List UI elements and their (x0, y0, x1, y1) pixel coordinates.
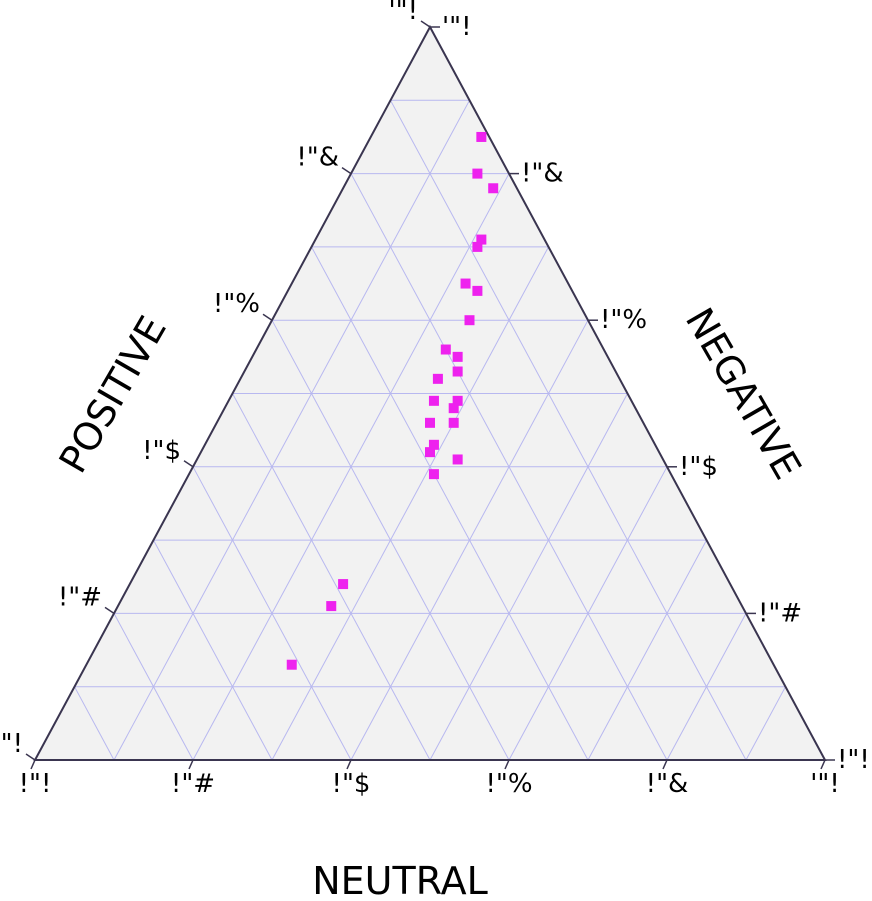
bottom-tick-label: !"% (485, 769, 532, 799)
data-point (472, 168, 483, 179)
bottom-tick (188, 759, 194, 770)
data-point (452, 366, 463, 377)
right-tick-label: !"# (758, 598, 802, 628)
right-tick-label: !"! (837, 745, 870, 775)
data-point (440, 344, 451, 355)
bottom-tick (820, 759, 826, 770)
data-point (452, 351, 463, 362)
bottom-tick-label: '"! (810, 769, 840, 799)
grid-line (311, 246, 589, 761)
right-tick-label: !"$ (679, 452, 718, 482)
data-point (472, 241, 483, 252)
bottom-tick-label: !"# (171, 769, 215, 799)
data-point (286, 659, 297, 670)
bottom-tick-label: !"$ (332, 769, 371, 799)
triangle-border (33, 24, 827, 761)
left-tick-label: !"# (58, 582, 102, 612)
grid-line (587, 539, 707, 761)
grid-line (113, 100, 470, 761)
grid-line (192, 466, 352, 761)
left-tick (262, 313, 273, 321)
right-tick-label: !"& (521, 159, 564, 189)
grid-line (390, 100, 747, 761)
data-point (476, 234, 487, 245)
data-point (448, 417, 459, 428)
data-point (428, 469, 439, 480)
data-point (338, 579, 349, 590)
grid-line (745, 686, 786, 761)
grid-lines (74, 99, 786, 761)
data-point (452, 395, 463, 406)
left-tick-label: !"& (296, 143, 339, 173)
data-point (428, 439, 439, 450)
data-point (448, 403, 459, 414)
triangle-outline (33, 24, 827, 761)
grid-line (153, 539, 273, 761)
right-tick-label: !"% (600, 305, 647, 335)
left-tick-label: '"! (388, 0, 418, 26)
bottom-axis-label: NEUTRAL (312, 859, 488, 901)
grid-line (508, 466, 668, 761)
grid-line (666, 613, 747, 761)
data-points (286, 131, 499, 670)
left-tick (104, 606, 115, 615)
grid-line (232, 393, 431, 761)
data-point (460, 278, 471, 289)
grid-line (271, 246, 549, 761)
grid-line (429, 393, 628, 761)
bottom-tick-label: !"! (19, 769, 52, 799)
data-point (428, 395, 439, 406)
left-tick-label: !"$ (142, 436, 181, 466)
bottom-tick (30, 759, 36, 770)
data-point (425, 447, 435, 458)
bottom-tick (346, 759, 352, 770)
left-tick-label: !"! (0, 729, 23, 759)
data-point (464, 315, 475, 326)
data-point (488, 183, 499, 194)
bottom-tick (504, 759, 510, 770)
ticks: !"!'"!!"!!"#!"&!"#!"$!"%!"$!"%!"$!"%!"&!… (0, 0, 870, 799)
grid-line (74, 686, 115, 761)
data-point (326, 601, 337, 612)
left-tick (25, 753, 36, 761)
data-point (472, 285, 483, 296)
data-point (452, 454, 463, 465)
data-point (425, 417, 435, 428)
left-tick-label: !"% (213, 289, 260, 319)
grid-line (113, 613, 194, 761)
left-tick (183, 460, 194, 468)
data-point (476, 131, 487, 142)
left-tick (341, 166, 352, 175)
bottom-tick-label: !"& (646, 769, 689, 799)
left-tick (420, 20, 431, 28)
right-tick-label: '"! (442, 12, 472, 42)
bottom-tick (662, 759, 668, 770)
data-point (432, 373, 443, 384)
